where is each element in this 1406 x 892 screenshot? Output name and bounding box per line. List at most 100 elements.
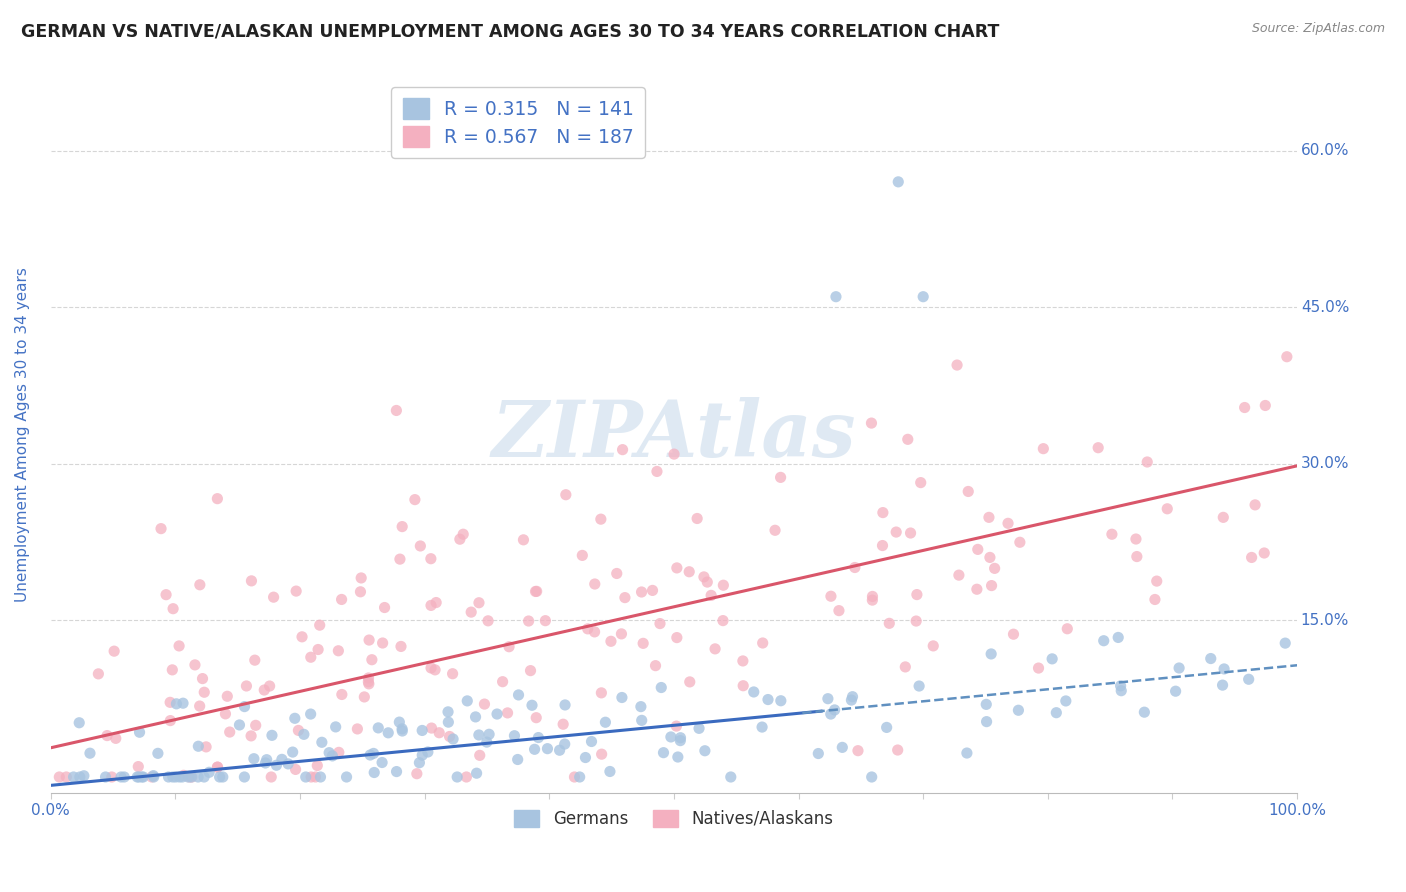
Point [591,686,613,700]
Point [589,512,612,526]
Text: 60.0%: 60.0% [1301,143,1350,158]
Point [240,574,263,588]
Point [263,590,285,604]
Point [581,734,603,748]
Point [769,694,792,708]
Point [536,741,558,756]
Point [62,770,84,784]
Point [700,588,723,602]
Point [957,484,980,499]
Point [357,674,380,689]
Point [652,746,675,760]
Point [67,715,90,730]
Point [172,770,194,784]
Point [477,614,499,628]
Point [1168,661,1191,675]
Point [217,690,239,704]
Point [191,672,214,686]
Point [73,769,96,783]
Point [141,770,163,784]
Point [517,614,540,628]
Point [751,720,773,734]
Point [519,664,541,678]
Point [520,698,543,713]
Point [350,571,373,585]
Point [321,748,343,763]
Point [591,747,613,761]
Point [506,752,529,766]
Point [742,685,765,699]
Point [1133,705,1156,719]
Point [363,747,385,761]
Point [214,706,236,721]
Point [1028,661,1050,675]
Point [100,770,122,784]
Point [662,447,685,461]
Point [177,770,200,784]
Point [599,764,621,779]
Point [233,770,256,784]
Point [908,679,931,693]
Point [828,604,851,618]
Point [330,592,353,607]
Point [69,770,91,784]
Point [922,639,945,653]
Point [1213,662,1236,676]
Point [886,743,908,757]
Point [131,770,153,784]
Point [446,770,468,784]
Point [188,578,211,592]
Point [359,747,381,762]
Point [284,711,307,725]
Text: ZIPAtlas: ZIPAtlas [492,397,856,474]
Point [1275,350,1298,364]
Point [564,770,586,784]
Point [650,681,672,695]
Text: GERMAN VS NATIVE/ALASKAN UNEMPLOYMENT AMONG AGES 30 TO 34 YEARS CORRELATION CHAR: GERMAN VS NATIVE/ALASKAN UNEMPLOYMENT AM… [21,22,1000,40]
Point [157,770,180,784]
Point [346,722,368,736]
Point [308,618,330,632]
Point [103,644,125,658]
Point [464,710,486,724]
Point [841,690,863,704]
Point [526,584,548,599]
Point [693,744,716,758]
Point [165,697,187,711]
Point [894,660,917,674]
Point [441,666,464,681]
Point [831,740,853,755]
Point [451,527,474,541]
Point [87,666,110,681]
Point [208,770,231,784]
Point [187,739,209,754]
Point [527,731,550,745]
Point [391,519,413,533]
Point [948,568,970,582]
Legend: Germans, Natives/Alaskans: Germans, Natives/Alaskans [508,803,841,834]
Point [465,766,488,780]
Point [367,721,389,735]
Point [897,433,920,447]
Point [110,770,132,784]
Point [524,584,547,599]
Point [583,624,606,639]
Point [496,706,519,720]
Point [1045,706,1067,720]
Point [645,465,668,479]
Point [456,770,478,784]
Point [207,760,229,774]
Point [460,605,482,619]
Point [309,770,332,784]
Point [1101,527,1123,541]
Point [610,627,633,641]
Point [391,722,413,736]
Point [291,630,314,644]
Text: 45.0%: 45.0% [1301,300,1350,315]
Point [606,566,628,581]
Point [142,769,165,783]
Point [1164,684,1187,698]
Point [165,770,187,784]
Point [1092,633,1115,648]
Point [630,585,652,599]
